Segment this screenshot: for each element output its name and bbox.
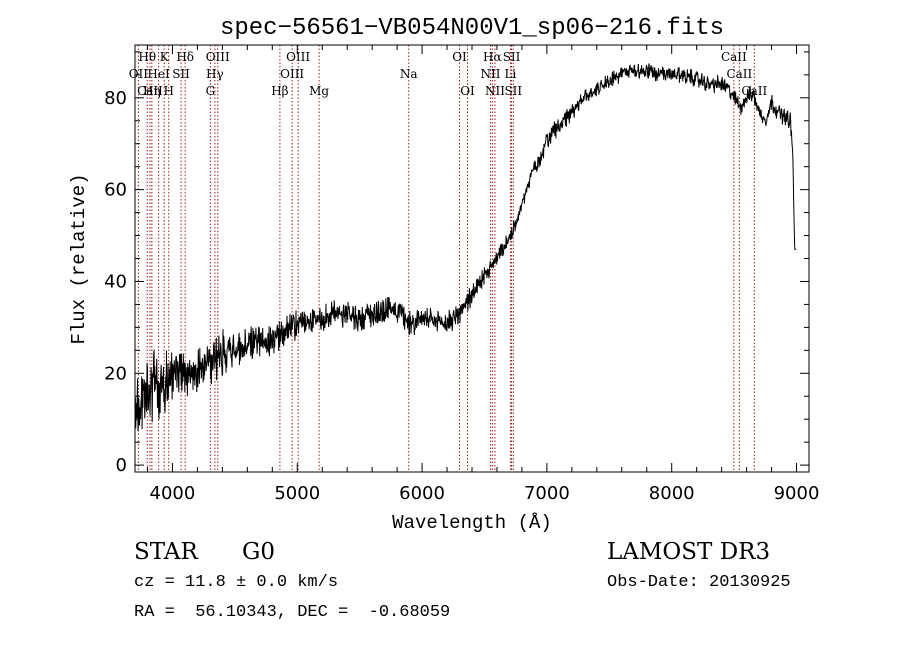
y-axis-label: Flux (relative) [68, 173, 90, 344]
spectral-line-label: Li [505, 67, 517, 81]
spectral-line-label: OIII [280, 67, 304, 81]
plot-frame [134, 44, 810, 473]
y-axis-ticks: 0 20 40 60 80 [104, 51, 809, 476]
spectral-line-label: K [160, 50, 170, 64]
spectral-line-label: G [206, 84, 216, 98]
spectral-line-label: SII [172, 67, 190, 81]
spectral-line-label: Na [400, 67, 418, 81]
spectral-line-label: CaII [721, 50, 747, 64]
spectral-line-label: Hβ [271, 84, 288, 98]
y-tick-label: 60 [104, 180, 127, 201]
spectral-line-label: OII [129, 67, 149, 81]
y-tick-label: 20 [104, 363, 127, 384]
spectral-line-label: OIII [286, 50, 310, 64]
spectral-line-label: OIII [206, 50, 230, 64]
spectral-line-label: Hδ [176, 50, 194, 64]
spectrum-line [134, 63, 797, 432]
spectral-subclass: G0 [242, 539, 276, 565]
spectral-line-label: Hη [143, 84, 161, 98]
y-tick-label: 0 [116, 455, 127, 476]
spectral-line-label: H [163, 84, 173, 98]
spectral-line-label: SII [504, 84, 522, 98]
x-tick-label: 7000 [524, 483, 570, 504]
x-axis-label: Wavelength (Å) [392, 512, 552, 534]
redshift-readout: cz = 11.8 ± 0.0 km/s [134, 573, 339, 592]
object-class: STAR [134, 539, 198, 565]
spectral-line-label: SII [503, 50, 521, 64]
spectral-line-label: OI [460, 84, 475, 98]
x-axis-ticks: 4000 5000 6000 7000 8000 9000 [146, 45, 820, 504]
spectral-line-label: Mg [309, 84, 329, 98]
x-tick-label: 8000 [649, 483, 695, 504]
coordinates: RA = 56.10343, DEC = -0.68059 [134, 603, 451, 622]
x-tick-label: 5000 [274, 483, 320, 504]
obs-date: Obs-Date: 20130925 [607, 573, 791, 592]
survey-name: LAMOST DR3 [607, 539, 771, 565]
spectral-line-label: OI [452, 50, 467, 64]
spectral-line-label: NII [480, 67, 500, 81]
x-tick-label: 6000 [399, 483, 445, 504]
spectral-line-label: CaII [726, 67, 752, 81]
spectral-line-label: Hθ [138, 50, 156, 64]
spectral-line-label: HeI [147, 67, 170, 81]
chart-title: spec−56561−VB054N00V1_sp06−216.fits [220, 15, 724, 42]
x-tick-label: 9000 [774, 483, 820, 504]
y-tick-label: 40 [104, 271, 127, 292]
spectral-line-label: Hγ [206, 67, 224, 81]
y-tick-label: 80 [104, 88, 127, 109]
spectral-line-markers [137, 45, 755, 472]
x-tick-label: 4000 [150, 483, 196, 504]
spectral-line-label: Hα [483, 50, 502, 64]
spectral-line-label: NII [485, 84, 505, 98]
spectral-line-label: CaII [137, 84, 163, 98]
